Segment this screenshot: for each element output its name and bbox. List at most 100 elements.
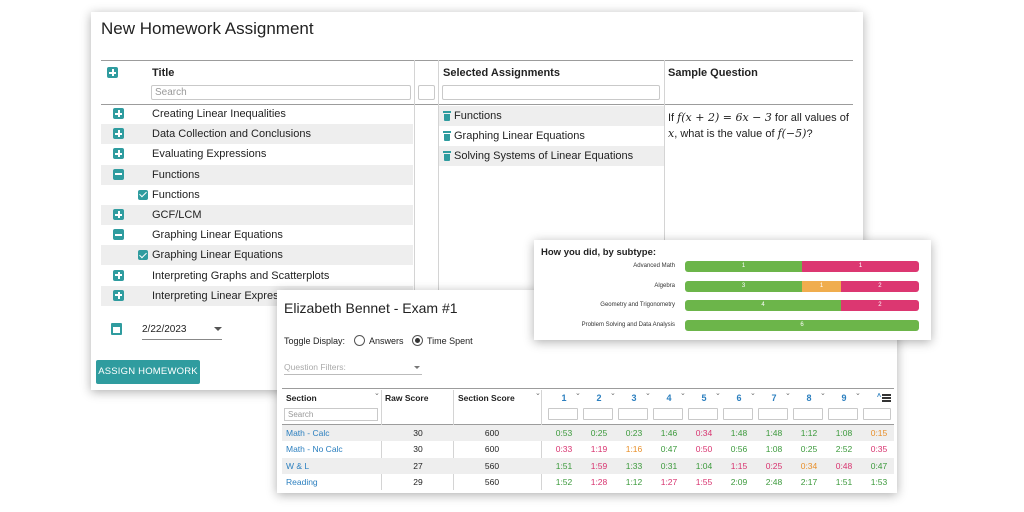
- selected-assignment-row: Solving Systems of Linear Equations: [439, 146, 664, 167]
- time-cell: 1:08: [835, 428, 853, 438]
- section-column-header[interactable]: Section: [286, 393, 317, 403]
- time-spent-radio-label[interactable]: Time Spent: [427, 336, 473, 346]
- raw-score-cell: 29: [413, 477, 423, 488]
- question-filter-input[interactable]: [723, 408, 753, 420]
- chevron-down-icon[interactable]: [214, 327, 222, 331]
- question-filter-input[interactable]: [653, 408, 683, 420]
- trash-icon[interactable]: [443, 151, 451, 162]
- raw-score-cell: 27: [413, 460, 423, 471]
- chevron-down-icon[interactable]: ⌄: [715, 390, 721, 397]
- question-number-header[interactable]: 3: [631, 393, 637, 403]
- chevron-down-icon[interactable]: ⌄: [785, 390, 791, 397]
- question-number-header[interactable]: 9: [841, 393, 847, 403]
- expand-all-icon[interactable]: [107, 67, 118, 78]
- question-filter-input[interactable]: [583, 408, 613, 420]
- question-filter-input[interactable]: [828, 408, 858, 420]
- collapse-icon[interactable]: [113, 168, 124, 180]
- section-search-input[interactable]: Search: [284, 408, 378, 421]
- chevron-down-icon[interactable]: ⌄: [855, 390, 861, 397]
- question-filter-input[interactable]: [758, 408, 788, 420]
- chevron-down-icon[interactable]: ⌄: [820, 390, 826, 397]
- expand-icon[interactable]: [113, 209, 124, 220]
- title-search-input[interactable]: Search: [151, 85, 411, 100]
- assignment-row[interactable]: Evaluating Expressions: [101, 144, 413, 164]
- question-number-header[interactable]: 2: [596, 393, 602, 403]
- time-cell: 2:17: [800, 477, 818, 488]
- question-filters-select[interactable]: Question Filters:: [284, 362, 346, 372]
- answers-radio-label[interactable]: Answers: [369, 336, 404, 346]
- chevron-down-icon[interactable]: ⌄: [610, 390, 616, 397]
- question-number-header[interactable]: 6: [736, 393, 742, 403]
- calendar-icon[interactable]: [111, 323, 122, 335]
- expand-icon[interactable]: [113, 269, 124, 281]
- assignment-row[interactable]: Graphing Linear Equations: [101, 225, 413, 245]
- trash-icon[interactable]: [443, 111, 451, 121]
- chevron-down-icon[interactable]: ⌄: [750, 390, 756, 397]
- question-filter-input[interactable]: [688, 408, 718, 420]
- assignment-row[interactable]: Interpreting Graphs and Scatterplots: [101, 266, 413, 286]
- raw-score-cell: 30: [413, 428, 423, 438]
- expand-icon[interactable]: [113, 289, 124, 301]
- expand-icon[interactable]: [113, 148, 124, 160]
- checkbox-checked-icon[interactable]: [138, 189, 148, 200]
- question-filter-input[interactable]: [863, 408, 891, 420]
- assignment-row[interactable]: Functions: [101, 164, 413, 185]
- assignment-row[interactable]: GCF/LCM: [101, 205, 413, 225]
- subtype-bar: 6: [685, 319, 919, 331]
- toggle-display-label: Toggle Display:: [284, 336, 346, 346]
- section-score-column-header[interactable]: Section Score: [458, 393, 515, 403]
- assignment-title: Evaluating Expressions: [152, 148, 267, 161]
- question-filters-underline: [284, 374, 422, 375]
- assignment-row[interactable]: Functions: [101, 185, 413, 205]
- section-link[interactable]: W & L: [286, 460, 310, 471]
- subtype-results-panel: How you did, by subtype: Advanced Math 1 1…: [534, 240, 931, 340]
- date-underline: [142, 339, 222, 340]
- selected-filter-input[interactable]: [418, 85, 435, 100]
- question-filter-input[interactable]: [548, 408, 578, 420]
- assignment-row[interactable]: Data Collection and Conclusions: [101, 124, 413, 145]
- section-link[interactable]: Reading: [286, 477, 318, 488]
- section-link[interactable]: Math - No Calc: [286, 444, 343, 455]
- raw-score-column-header[interactable]: Raw Score: [385, 393, 429, 403]
- assign-homework-button[interactable]: ASSIGN HOMEWORK: [96, 360, 200, 384]
- chevron-down-icon[interactable]: ⌄: [680, 390, 686, 397]
- assignment-row[interactable]: Creating Linear Inequalities: [101, 104, 413, 124]
- time-cell: 1:53: [870, 477, 888, 488]
- time-spent-radio[interactable]: [412, 335, 423, 346]
- answers-radio[interactable]: [354, 335, 365, 346]
- time-cell: 1:51: [835, 477, 853, 488]
- chevron-down-icon[interactable]: ⌄: [575, 390, 581, 397]
- section-link[interactable]: Math - Calc: [286, 428, 330, 438]
- chevron-down-icon[interactable]: ⌄: [645, 390, 651, 397]
- incorrect-segment: 2: [840, 280, 919, 292]
- due-date-field[interactable]: 2/22/2023: [142, 324, 187, 335]
- selected-search-input[interactable]: [442, 85, 660, 100]
- question-number-header[interactable]: 8: [806, 393, 812, 403]
- collapse-icon[interactable]: [113, 229, 124, 241]
- menu-icon[interactable]: [882, 394, 891, 402]
- question-number-header[interactable]: 1: [561, 393, 567, 403]
- column-divider: [438, 60, 439, 302]
- chevron-down-icon[interactable]: [414, 366, 420, 369]
- time-cell: 0:56: [730, 444, 748, 455]
- question-number-header[interactable]: 4: [666, 393, 672, 403]
- assignment-row[interactable]: Graphing Linear Equations: [101, 245, 413, 266]
- question-number-header[interactable]: 5: [701, 393, 707, 403]
- selected-assignment-title: Functions: [454, 110, 502, 122]
- time-cell: 1:46: [660, 428, 678, 438]
- question-filter-input[interactable]: [793, 408, 823, 420]
- assignment-title: Graphing Linear Equations: [152, 249, 283, 262]
- expand-icon[interactable]: [113, 108, 124, 119]
- chevron-down-icon[interactable]: ⌄: [535, 390, 541, 397]
- expand-icon[interactable]: [113, 128, 124, 140]
- time-cell: 1:04: [695, 460, 713, 471]
- question-number-header[interactable]: 7: [771, 393, 777, 403]
- assignment-title: Interpreting Linear Expressions: [152, 289, 305, 302]
- chevron-down-icon[interactable]: ⌄: [374, 390, 380, 397]
- checkbox-checked-icon[interactable]: [138, 250, 148, 261]
- more-columns-icon[interactable]: ˄: [876, 393, 882, 400]
- trash-icon[interactable]: [443, 131, 451, 142]
- question-filter-input[interactable]: [618, 408, 648, 420]
